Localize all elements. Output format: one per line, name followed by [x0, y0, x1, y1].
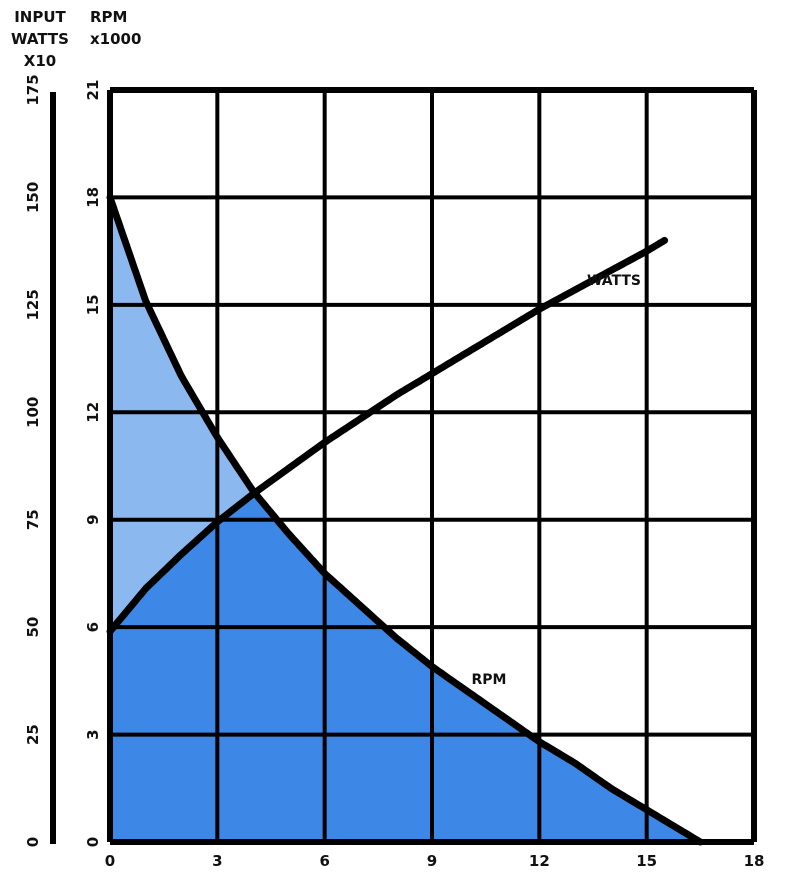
x-tick-label: 12 [529, 852, 550, 870]
rpm-axis-title: RPM x1000 [90, 8, 141, 48]
watts-tick-label: 50 [24, 617, 42, 638]
fill-layer [110, 197, 701, 842]
rpm-tick-label: 21 [84, 80, 102, 101]
series-line-rpm [106, 193, 704, 846]
x-tick-label: 3 [212, 852, 222, 870]
rpm-tick-label: 9 [84, 514, 102, 524]
x-tick-label: 15 [636, 852, 657, 870]
rpm-tick-label: 0 [84, 837, 102, 847]
x-tick-label: 6 [319, 852, 329, 870]
watts-tick-label: 175 [24, 74, 42, 105]
tick-layer: 0 3 6 9 12 15 18 0 3 6 9 12 15 18 21 0 25 50 75 100 125 150 17… [24, 74, 764, 870]
shared-area-fill [110, 492, 701, 842]
rpm-tick-label: 6 [84, 622, 102, 632]
watts-tick-label: 150 [24, 182, 42, 213]
watts-tick-label: 100 [24, 397, 42, 428]
rpm-tick-label: 15 [84, 294, 102, 315]
rpm-tick-label: 3 [84, 729, 102, 739]
watts-axis-title-line3: X10 [24, 52, 56, 70]
watts-tick-label: 25 [24, 724, 42, 745]
watts-axis-title-line2: WATTS [11, 30, 69, 48]
watts-axis-title: INPUT WATTS X10 [11, 8, 69, 70]
watts-axis-bar [50, 92, 56, 844]
watts-tick-label: 125 [24, 289, 42, 320]
watts-tick-label: 75 [24, 509, 42, 530]
rpm-tick-label: 18 [84, 187, 102, 208]
grid-layer [107, 87, 757, 845]
rpm-tick-label: 12 [84, 402, 102, 423]
x-tick-label: 9 [427, 852, 437, 870]
series-label-rpm: RPM [472, 672, 507, 688]
x-tick-label: 0 [105, 852, 115, 870]
series-layer [106, 193, 704, 846]
watts-axis-title-line1: INPUT [14, 8, 66, 26]
watts-tick-label: 0 [24, 837, 42, 847]
x-tick-label: 18 [744, 852, 765, 870]
rpm-axis-title-line2: x1000 [90, 30, 141, 48]
rpm-axis-title-line1: RPM [90, 8, 127, 26]
series-line-watts [106, 236, 669, 635]
series-label-watts: WATTS [587, 273, 641, 289]
